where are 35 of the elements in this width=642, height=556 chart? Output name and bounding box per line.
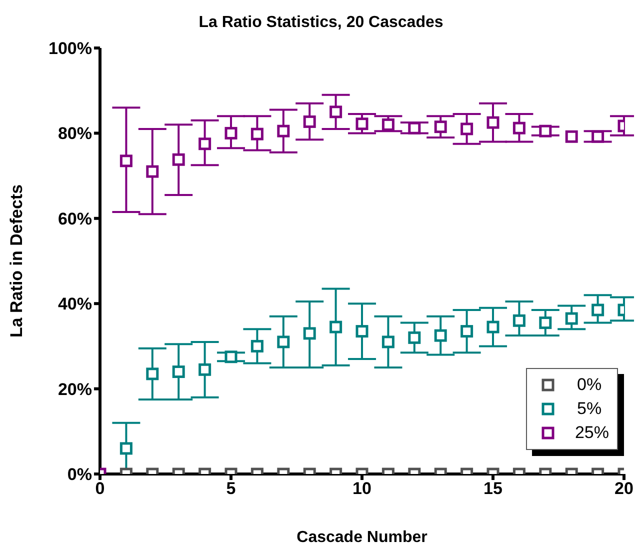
x-tick-label: 0: [95, 479, 105, 498]
legend-label: 0%: [577, 375, 602, 395]
y-tick-label: 60%: [58, 209, 92, 228]
point: [565, 130, 578, 143]
point: [224, 126, 238, 140]
x-tick-label: 15: [484, 479, 502, 498]
point: [330, 106, 342, 118]
legend-label: 5%: [577, 399, 602, 419]
y-tick-label: 100%: [48, 39, 92, 58]
y-tick-label: 20%: [58, 380, 92, 399]
y-tick-label: 0%: [67, 465, 92, 484]
x-tick-label: 5: [226, 479, 236, 498]
x-axis-title: Cascade Number: [296, 529, 428, 546]
point: [303, 115, 316, 128]
legend-label: 25%: [574, 423, 609, 443]
point: [120, 154, 132, 168]
y-axis-title: La Ratio in Defects: [7, 184, 26, 338]
x-tick-label: 10: [352, 479, 372, 498]
point: [434, 120, 447, 134]
point: [250, 128, 264, 140]
chart-title: La Ratio Statistics, 20 Cascades: [198, 14, 444, 32]
point: [146, 165, 159, 178]
point: [592, 130, 604, 143]
point: [198, 138, 212, 150]
point: [382, 118, 394, 131]
point: [356, 118, 368, 130]
x-tick-label: 20: [614, 479, 634, 498]
point: [539, 124, 552, 138]
point: [172, 153, 185, 166]
y-tick-label: 40%: [58, 294, 92, 314]
point: [512, 122, 526, 134]
y-tick-label: 80%: [58, 124, 92, 144]
point: [460, 122, 474, 136]
point: [486, 116, 500, 129]
point: [277, 124, 290, 138]
